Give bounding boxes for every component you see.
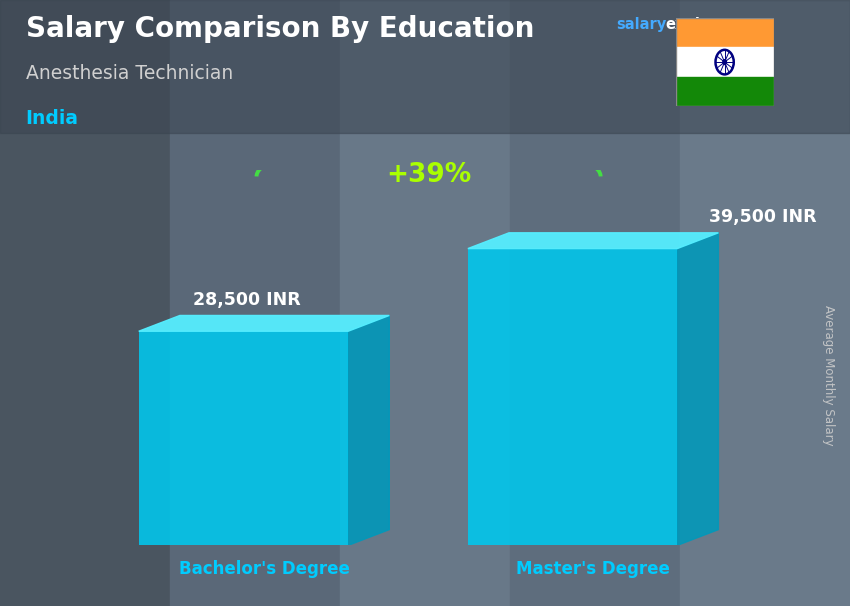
Circle shape (722, 60, 727, 64)
Text: Master's Degree: Master's Degree (516, 561, 670, 579)
Text: salary: salary (616, 17, 666, 32)
Text: Anesthesia Technician: Anesthesia Technician (26, 64, 233, 82)
Polygon shape (468, 233, 718, 248)
Text: .com: .com (735, 17, 774, 32)
Bar (676, 47, 774, 77)
Text: 39,500 INR: 39,500 INR (710, 208, 817, 226)
Bar (468, 248, 677, 545)
Text: Salary Comparison By Education: Salary Comparison By Education (26, 15, 534, 43)
Text: India: India (26, 109, 78, 128)
Bar (510, 0, 680, 606)
Bar (676, 77, 774, 106)
Text: 28,500 INR: 28,500 INR (193, 291, 301, 308)
Polygon shape (348, 316, 389, 545)
Text: +39%: +39% (386, 162, 471, 188)
Polygon shape (677, 233, 718, 545)
Bar (340, 0, 510, 606)
Text: Average Monthly Salary: Average Monthly Salary (822, 305, 836, 446)
Polygon shape (139, 316, 389, 331)
Bar (0, 0, 850, 133)
Bar (139, 331, 348, 545)
Bar (170, 0, 340, 606)
Bar (0, 0, 170, 606)
Bar (680, 0, 850, 606)
Bar (676, 18, 774, 47)
Text: Bachelor's Degree: Bachelor's Degree (178, 561, 349, 579)
Text: explorer: explorer (666, 17, 735, 32)
